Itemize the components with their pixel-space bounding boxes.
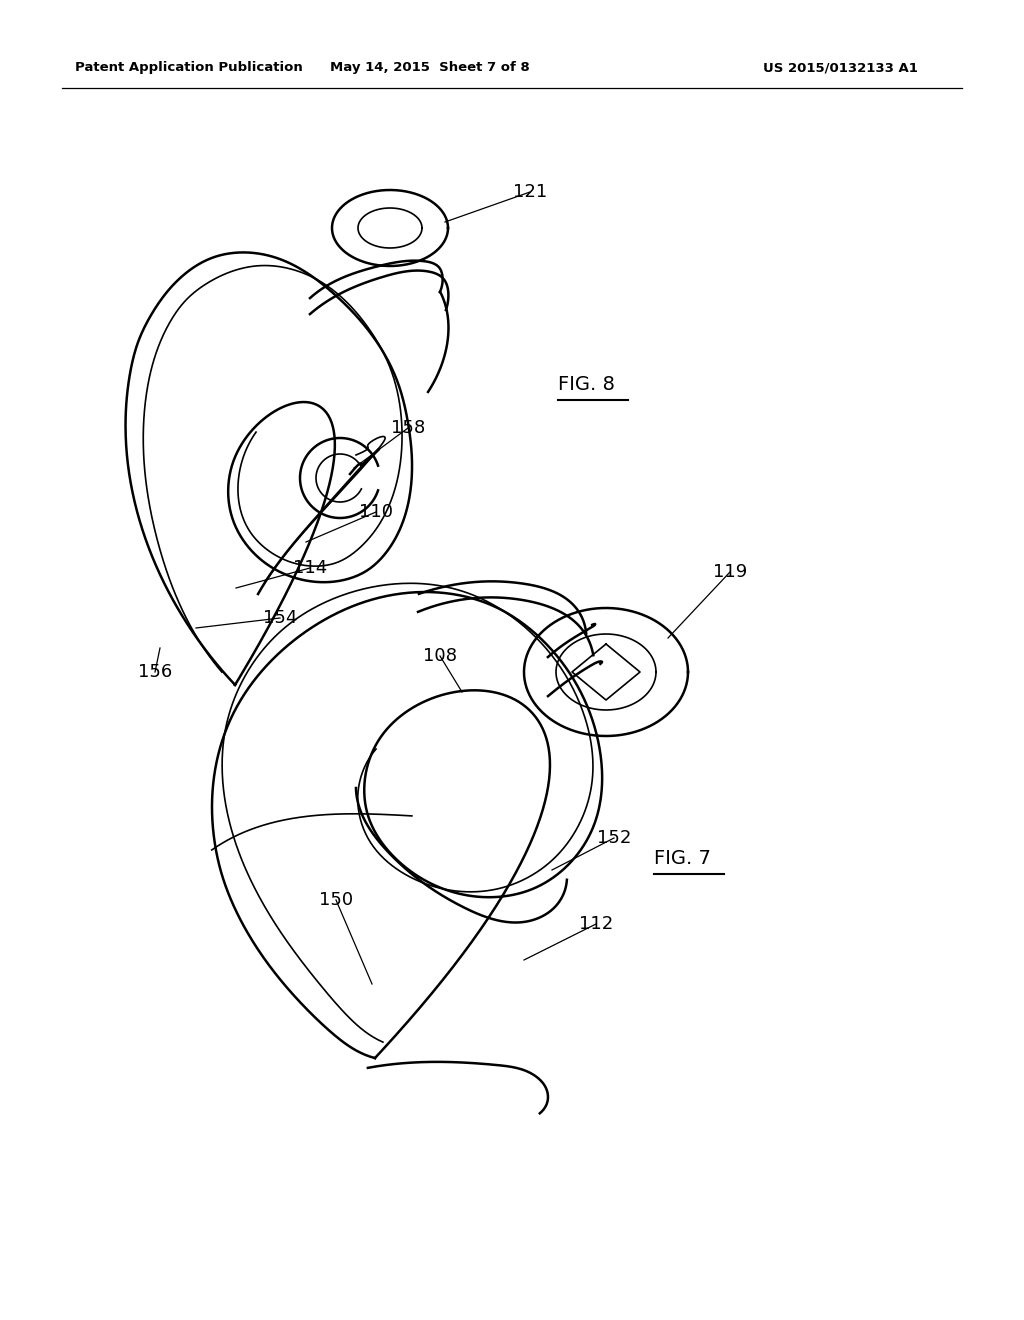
Text: Patent Application Publication: Patent Application Publication [75,62,303,74]
Text: 112: 112 [579,915,613,933]
Text: May 14, 2015  Sheet 7 of 8: May 14, 2015 Sheet 7 of 8 [330,62,529,74]
Text: US 2015/0132133 A1: US 2015/0132133 A1 [763,62,918,74]
Text: 121: 121 [513,183,547,201]
Text: FIG. 8: FIG. 8 [558,375,614,393]
Text: 156: 156 [138,663,172,681]
Text: 114: 114 [293,558,327,577]
Text: FIG. 7: FIG. 7 [654,849,711,867]
Text: 110: 110 [359,503,393,521]
Text: 119: 119 [713,564,748,581]
Text: 152: 152 [597,829,631,847]
Text: 154: 154 [263,609,297,627]
Text: 158: 158 [391,418,425,437]
Text: 150: 150 [318,891,353,909]
Text: 108: 108 [423,647,457,665]
